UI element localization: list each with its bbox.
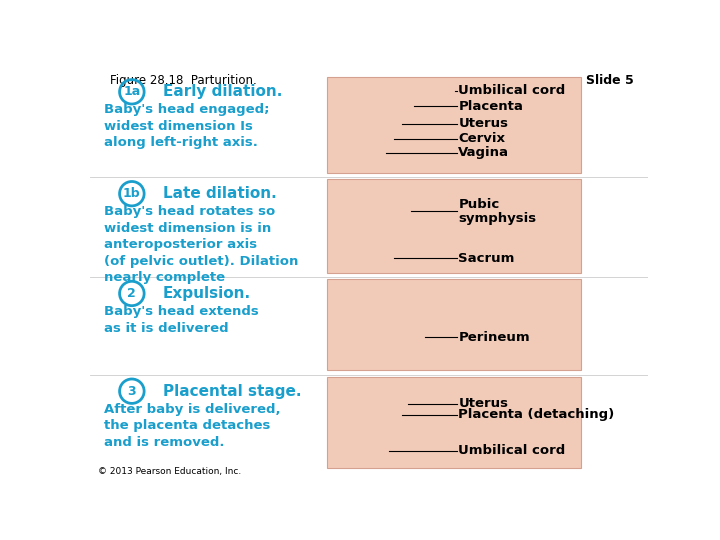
FancyBboxPatch shape [327,377,581,468]
Text: Vagina: Vagina [459,146,509,159]
Text: 3: 3 [127,384,136,397]
FancyBboxPatch shape [327,279,581,370]
Text: 2: 2 [127,287,136,300]
Text: Expulsion.: Expulsion. [163,286,251,301]
Text: Umbilical cord: Umbilical cord [459,84,565,97]
Text: After baby is delivered,
the placenta detaches
and is removed.: After baby is delivered, the placenta de… [104,403,281,449]
Text: Placental stage.: Placental stage. [163,384,301,399]
Text: Baby's head engaged;
widest dimension Is
along left-right axis.: Baby's head engaged; widest dimension Is… [104,104,269,150]
Text: Baby's head rotates so
widest dimension is in
anteroposterior axis
(of pelvic ou: Baby's head rotates so widest dimension … [104,205,298,285]
Text: Pubic
symphysis: Pubic symphysis [459,198,536,225]
Text: Uterus: Uterus [459,397,508,410]
Text: Slide 5: Slide 5 [586,74,634,87]
Text: Perineum: Perineum [459,330,530,343]
Text: Figure 28.18  Parturition.: Figure 28.18 Parturition. [109,74,256,87]
Text: Baby's head extends
as it is delivered: Baby's head extends as it is delivered [104,305,258,335]
Text: 1b: 1b [123,187,140,200]
Text: © 2013 Pearson Education, Inc.: © 2013 Pearson Education, Inc. [99,467,242,476]
Text: Placenta (detaching): Placenta (detaching) [459,408,615,421]
Text: Early dilation.: Early dilation. [163,84,282,99]
Text: 1a: 1a [123,85,140,98]
Text: Placenta: Placenta [459,100,523,113]
Text: Sacrum: Sacrum [459,252,515,265]
Text: Uterus: Uterus [459,117,508,130]
FancyBboxPatch shape [327,77,581,173]
Text: Cervix: Cervix [459,132,505,145]
Text: Late dilation.: Late dilation. [163,186,276,201]
Text: Umbilical cord: Umbilical cord [459,444,565,457]
FancyBboxPatch shape [327,179,581,273]
